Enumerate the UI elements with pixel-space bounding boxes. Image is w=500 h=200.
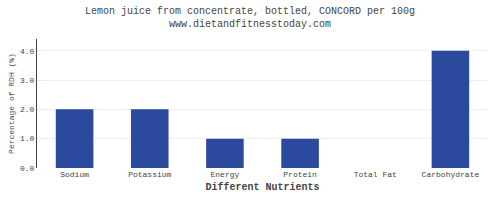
svg-text:Total Fat: Total Fat: [354, 170, 397, 179]
svg-text:2.0: 2.0: [20, 105, 35, 114]
svg-text:1.0: 1.0: [20, 134, 35, 143]
svg-text:0.0: 0.0: [20, 164, 35, 173]
svg-text:Potassium: Potassium: [128, 170, 171, 179]
svg-text:Protein: Protein: [283, 170, 317, 179]
svg-text:Different Nutrients: Different Nutrients: [205, 182, 319, 193]
svg-text:Energy: Energy: [211, 170, 240, 179]
svg-text:Carbohydrate: Carbohydrate: [422, 170, 480, 179]
svg-text:Lemon juice from concentrate,: Lemon juice from concentrate, bottled, C…: [85, 6, 415, 30]
svg-text:Percentage of RDH (%): Percentage of RDH (%): [7, 53, 16, 154]
svg-text:4.0: 4.0: [20, 47, 35, 56]
svg-text:Sodium: Sodium: [60, 170, 89, 179]
svg-text:3.0: 3.0: [20, 76, 35, 85]
